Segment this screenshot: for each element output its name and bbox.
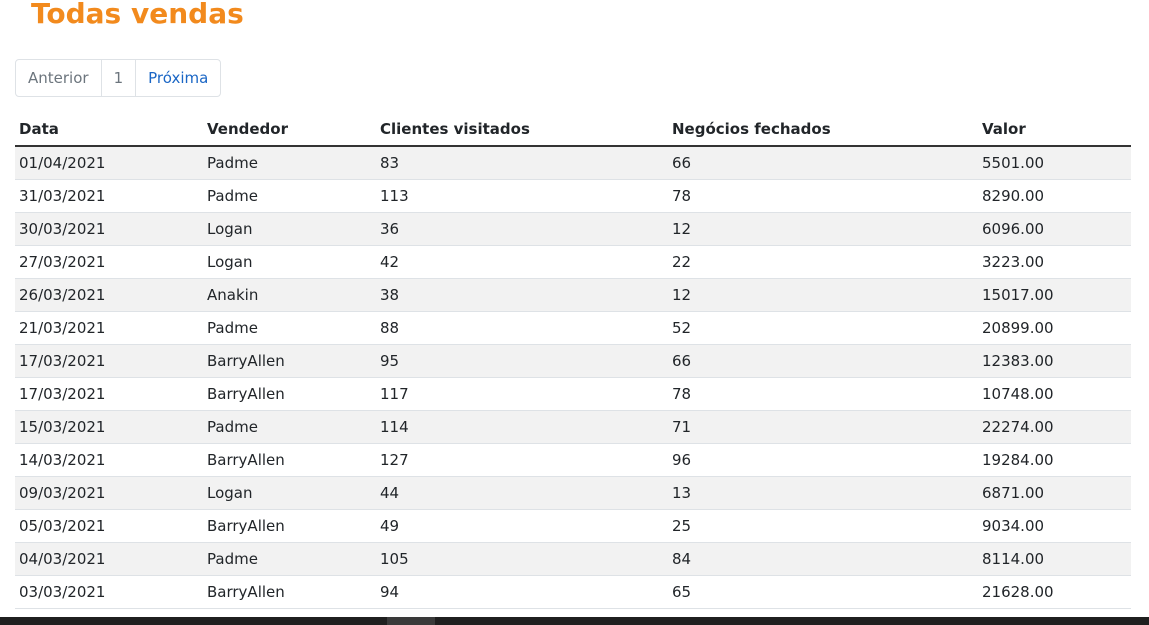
cell-clientes-visitados: 105 — [376, 542, 668, 576]
cell-vendedor: BarryAllen — [203, 377, 376, 411]
cell-negocios-fechados: 22 — [668, 245, 978, 279]
cell-clientes-visitados: 49 — [376, 509, 668, 543]
table-row: 31/03/2021 Padme 113 78 8290.00 — [15, 179, 1131, 213]
cell-negocios-fechados: 66 — [668, 146, 978, 180]
cell-negocios-fechados: 66 — [668, 344, 978, 378]
table-header-row: Data Vendedor Clientes visitados Negócio… — [15, 112, 1131, 147]
cell-valor: 8114.00 — [978, 542, 1131, 576]
cell-valor: 6096.00 — [978, 212, 1131, 246]
cell-negocios-fechados: 78 — [668, 377, 978, 411]
cell-clientes-visitados: 127 — [376, 443, 668, 477]
cell-valor: 3223.00 — [978, 245, 1131, 279]
cell-vendedor: BarryAllen — [203, 443, 376, 477]
cell-vendedor: Padme — [203, 179, 376, 213]
cell-negocios-fechados: 84 — [668, 542, 978, 576]
table-row: 09/03/2021 Logan 44 13 6871.00 — [15, 476, 1131, 510]
cell-valor: 15017.00 — [978, 278, 1131, 312]
cell-negocios-fechados: 96 — [668, 443, 978, 477]
cell-data: 09/03/2021 — [15, 476, 203, 510]
table-row: 15/03/2021 Padme 114 71 22274.00 — [15, 410, 1131, 444]
table-row: 01/04/2021 Padme 83 66 5501.00 — [15, 146, 1131, 180]
cell-vendedor: Padme — [203, 146, 376, 180]
cell-valor: 19284.00 — [978, 443, 1131, 477]
page-1-button[interactable]: 1 — [102, 60, 137, 96]
taskbar — [0, 617, 1149, 625]
header-negocios-fechados: Negócios fechados — [668, 112, 978, 147]
cell-data: 01/04/2021 — [15, 146, 203, 180]
cell-data: 30/03/2021 — [15, 212, 203, 246]
cell-clientes-visitados: 44 — [376, 476, 668, 510]
cell-clientes-visitados: 94 — [376, 575, 668, 609]
cell-data: 17/03/2021 — [15, 344, 203, 378]
cell-data: 21/03/2021 — [15, 311, 203, 345]
cell-vendedor: BarryAllen — [203, 509, 376, 543]
cell-data: 14/03/2021 — [15, 443, 203, 477]
cell-valor: 6871.00 — [978, 476, 1131, 510]
cell-vendedor: Anakin — [203, 278, 376, 312]
header-vendedor: Vendedor — [203, 112, 376, 147]
cell-valor: 5501.00 — [978, 146, 1131, 180]
table-row: 30/03/2021 Logan 36 12 6096.00 — [15, 212, 1131, 246]
table-row: 27/03/2021 Logan 42 22 3223.00 — [15, 245, 1131, 279]
header-data: Data — [15, 112, 203, 147]
cell-clientes-visitados: 114 — [376, 410, 668, 444]
cell-negocios-fechados: 13 — [668, 476, 978, 510]
cell-valor: 10748.00 — [978, 377, 1131, 411]
cell-data: 27/03/2021 — [15, 245, 203, 279]
table-row: 04/03/2021 Padme 105 84 8114.00 — [15, 542, 1131, 576]
table-row: 17/03/2021 BarryAllen 117 78 10748.00 — [15, 377, 1131, 411]
cell-negocios-fechados: 65 — [668, 575, 978, 609]
header-valor: Valor — [978, 112, 1131, 147]
cell-negocios-fechados: 25 — [668, 509, 978, 543]
cell-vendedor: Logan — [203, 476, 376, 510]
table-row: 17/03/2021 BarryAllen 95 66 12383.00 — [15, 344, 1131, 378]
page-title: Todas vendas — [31, 0, 244, 30]
sales-table: Data Vendedor Clientes visitados Negócio… — [15, 112, 1131, 609]
cell-valor: 12383.00 — [978, 344, 1131, 378]
header-clientes-visitados: Clientes visitados — [376, 112, 668, 147]
cell-valor: 8290.00 — [978, 179, 1131, 213]
next-page-button[interactable]: Próxima — [148, 69, 209, 87]
cell-clientes-visitados: 88 — [376, 311, 668, 345]
cell-clientes-visitados: 95 — [376, 344, 668, 378]
cell-clientes-visitados: 117 — [376, 377, 668, 411]
previous-page-button[interactable]: Anterior — [16, 60, 102, 96]
cell-clientes-visitados: 113 — [376, 179, 668, 213]
cell-vendedor: Padme — [203, 542, 376, 576]
cell-data: 05/03/2021 — [15, 509, 203, 543]
cell-clientes-visitados: 42 — [376, 245, 668, 279]
table-row: 05/03/2021 BarryAllen 49 25 9034.00 — [15, 509, 1131, 543]
cell-data: 31/03/2021 — [15, 179, 203, 213]
cell-negocios-fechados: 12 — [668, 212, 978, 246]
cell-vendedor: Padme — [203, 311, 376, 345]
taskbar-active-item[interactable] — [387, 617, 435, 625]
cell-data: 03/03/2021 — [15, 575, 203, 609]
table-row: 21/03/2021 Padme 88 52 20899.00 — [15, 311, 1131, 345]
cell-clientes-visitados: 38 — [376, 278, 668, 312]
cell-valor: 20899.00 — [978, 311, 1131, 345]
table-row: 03/03/2021 BarryAllen 94 65 21628.00 — [15, 575, 1131, 609]
cell-vendedor: BarryAllen — [203, 575, 376, 609]
cell-data: 17/03/2021 — [15, 377, 203, 411]
cell-vendedor: Logan — [203, 245, 376, 279]
cell-vendedor: BarryAllen — [203, 344, 376, 378]
cell-data: 26/03/2021 — [15, 278, 203, 312]
cell-data: 04/03/2021 — [15, 542, 203, 576]
cell-valor: 9034.00 — [978, 509, 1131, 543]
cell-negocios-fechados: 52 — [668, 311, 978, 345]
pagination: Anterior 1 Próxima — [15, 59, 222, 97]
cell-vendedor: Logan — [203, 212, 376, 246]
cell-data: 15/03/2021 — [15, 410, 203, 444]
cell-negocios-fechados: 71 — [668, 410, 978, 444]
cell-clientes-visitados: 83 — [376, 146, 668, 180]
cell-negocios-fechados: 12 — [668, 278, 978, 312]
table-row: 26/03/2021 Anakin 38 12 15017.00 — [15, 278, 1131, 312]
table-row: 14/03/2021 BarryAllen 127 96 19284.00 — [15, 443, 1131, 477]
cell-valor: 21628.00 — [978, 575, 1131, 609]
cell-vendedor: Padme — [203, 410, 376, 444]
cell-negocios-fechados: 78 — [668, 179, 978, 213]
cell-clientes-visitados: 36 — [376, 212, 668, 246]
table-body: 01/04/2021 Padme 83 66 5501.00 31/03/2021 Padm… — [15, 146, 1131, 609]
cell-valor: 22274.00 — [978, 410, 1131, 444]
